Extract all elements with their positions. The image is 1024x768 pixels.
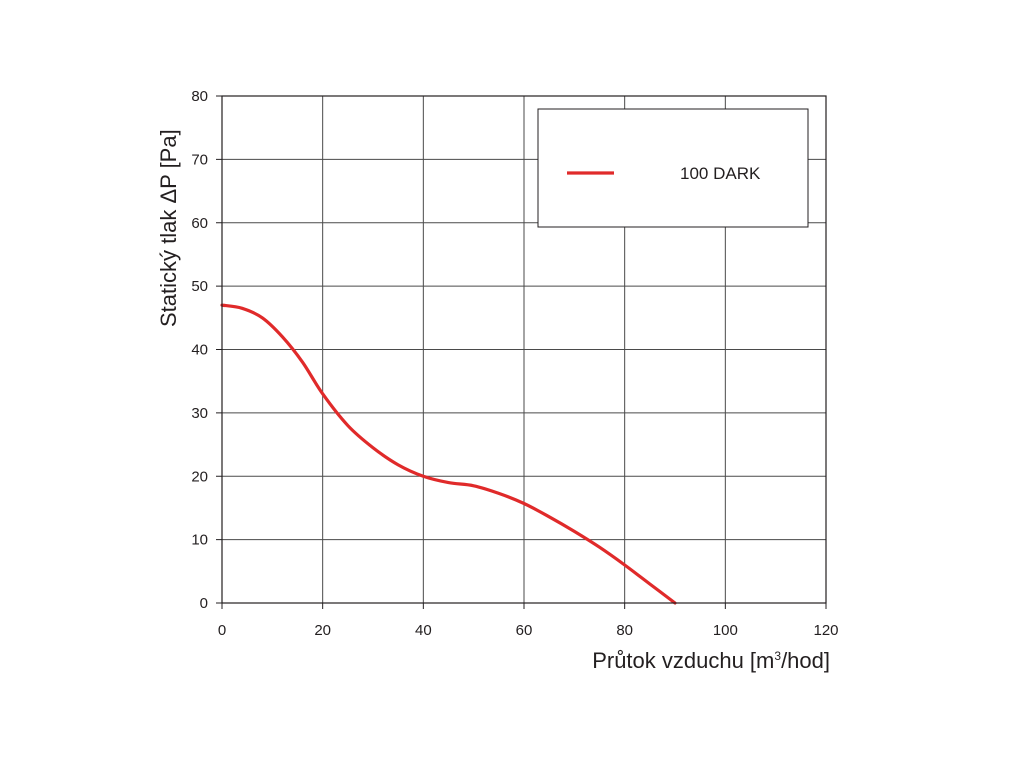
- x-tick-label: 0: [218, 622, 226, 639]
- x-tick-label: 80: [616, 622, 633, 639]
- y-tick-labels: 0 10 20 30 40 50 60 70 80: [191, 88, 222, 612]
- x-tick-label: 40: [415, 622, 432, 639]
- y-tick-label: 10: [191, 532, 208, 549]
- x-tick-label: 100: [713, 622, 738, 639]
- legend-label: 100 DARK: [680, 164, 761, 183]
- y-tick-label: 20: [191, 468, 208, 485]
- y-tick-label: 50: [191, 278, 208, 295]
- legend-box: [537, 108, 809, 228]
- legend: 100 DARK: [537, 108, 809, 228]
- y-tick-label: 0: [200, 595, 208, 612]
- y-tick-label: 70: [191, 151, 208, 168]
- y-tick-label: 40: [191, 342, 208, 359]
- x-axis-title: Průtok vzduchu [m3/hod]: [592, 648, 830, 673]
- x-tick-label: 120: [813, 622, 838, 639]
- y-axis-title: Statický tlak ΔP [Pa]: [156, 129, 181, 327]
- x-tick-label: 20: [314, 622, 331, 639]
- curve-layer: [220, 303, 677, 605]
- x-tick-label: 60: [516, 622, 533, 639]
- y-tick-label: 80: [191, 88, 208, 105]
- y-tick-label: 30: [191, 405, 208, 422]
- y-tick-label: 60: [191, 215, 208, 232]
- x-tick-labels: 0 20 40 60 80 100 120: [218, 603, 839, 639]
- series-line-0: [220, 303, 677, 605]
